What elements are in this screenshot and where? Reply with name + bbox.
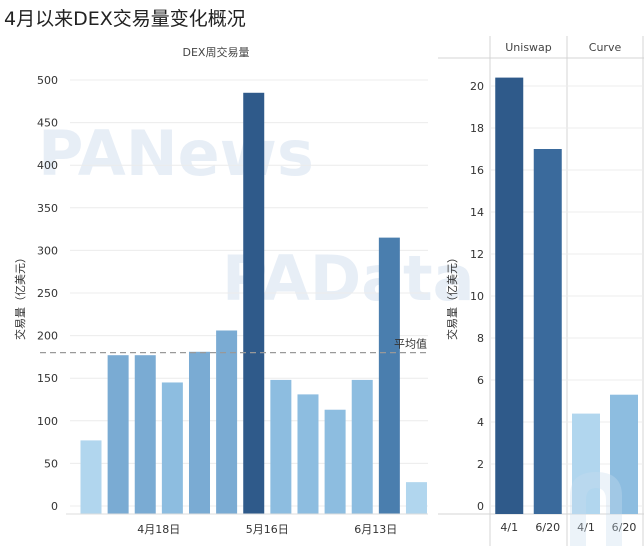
right-bar — [610, 394, 638, 514]
left-bar — [324, 409, 346, 514]
right-x-tick: 6/20 — [612, 521, 637, 534]
watermark-panews-text: PANews — [38, 117, 314, 190]
left-bars — [80, 92, 427, 514]
right-bars — [495, 77, 638, 514]
left-y-tick: 100 — [37, 415, 58, 428]
right-bar — [572, 413, 600, 514]
left-bar — [297, 394, 319, 514]
left-x-tick: 5月16日 — [246, 523, 289, 536]
watermark-panews: PANews — [38, 117, 314, 190]
left-y-tick: 200 — [37, 330, 58, 343]
right-bar — [495, 77, 524, 514]
right-y-tick: 10 — [470, 290, 484, 303]
right-bar — [533, 149, 562, 514]
left-y-tick: 250 — [37, 287, 58, 300]
right-y-tick-labels: 0 2 4 6 8 10 12 14 16 18 20 — [470, 80, 484, 513]
right-y-tick: 12 — [470, 248, 484, 261]
group-header: Uniswap — [505, 41, 552, 54]
left-bar — [134, 355, 156, 514]
left-bar — [270, 379, 292, 514]
page-title: 4月以来DEX交易量变化概况 — [4, 8, 246, 30]
left-bar — [80, 440, 102, 514]
left-y-tick: 150 — [37, 372, 58, 385]
left-bar — [161, 382, 183, 514]
left-chart-title: DEX周交易量 — [183, 45, 250, 59]
right-x-tick: 4/1 — [577, 521, 595, 534]
left-y-tick-labels: 0 50 100 150 200 250 300 350 400 450 500 — [37, 74, 58, 513]
left-x-tick: 6月13日 — [354, 523, 397, 536]
right-y-tick: 8 — [477, 332, 484, 345]
left-y-tick: 50 — [44, 457, 58, 470]
right-y-axis-label: 交易量（亿美元） — [445, 252, 459, 340]
right-x-tick: 4/1 — [500, 521, 518, 534]
right-y-tick: 6 — [477, 374, 484, 387]
right-x-tick: 6/20 — [535, 521, 560, 534]
right-x-tick-labels: 4/1 6/20 4/1 6/20 — [500, 521, 636, 534]
right-y-tick: 14 — [470, 206, 484, 219]
left-y-tick: 450 — [37, 117, 58, 130]
left-bar — [351, 379, 373, 514]
left-bar — [216, 330, 238, 514]
left-bar — [188, 351, 210, 514]
left-y-tick: 300 — [37, 244, 58, 257]
left-x-tick: 4月18日 — [137, 523, 180, 536]
right-y-tick: 18 — [470, 122, 484, 135]
right-y-tick: 2 — [477, 458, 484, 471]
left-x-tick-labels: 4月18日 5月16日 6月13日 — [137, 523, 397, 536]
right-group-headers: Uniswap Curve — [505, 41, 621, 54]
left-bar — [243, 92, 265, 514]
right-y-tick: 16 — [470, 164, 484, 177]
right-y-tick: 20 — [470, 80, 484, 93]
left-bar — [107, 355, 129, 514]
group-header: Curve — [589, 41, 622, 54]
left-y-tick: 500 — [37, 74, 58, 87]
left-y-tick: 400 — [37, 159, 58, 172]
average-label: 平均值 — [394, 338, 427, 351]
left-bar — [378, 237, 400, 514]
left-bar — [405, 482, 427, 514]
left-y-tick: 0 — [51, 500, 58, 513]
right-y-tick: 4 — [477, 416, 484, 429]
right-y-tick: 0 — [477, 500, 484, 513]
left-y-axis-label: 交易量（亿美元） — [13, 252, 27, 340]
left-y-tick: 350 — [37, 202, 58, 215]
logo-watermark-icon — [570, 472, 622, 546]
